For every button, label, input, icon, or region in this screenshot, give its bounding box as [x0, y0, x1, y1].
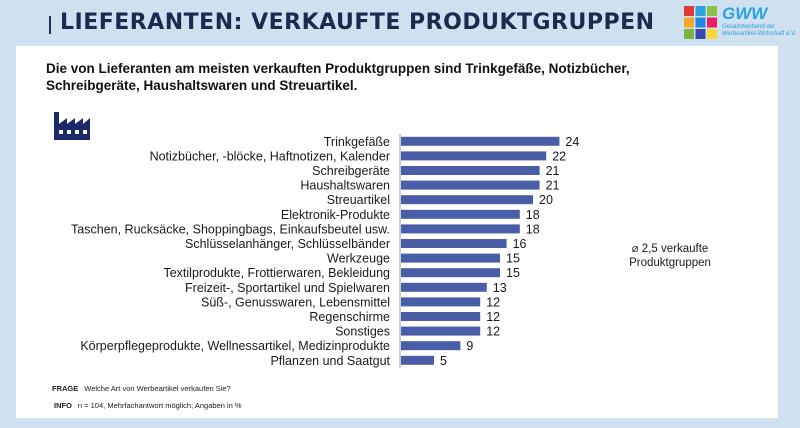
- footer-frage: FRAGE Welche Art von Werbeartikel verkauf…: [52, 384, 231, 393]
- bar: [401, 151, 547, 161]
- value-label: 21: [546, 164, 560, 178]
- value-label: 22: [552, 149, 566, 163]
- value-label: 12: [486, 325, 500, 339]
- logo-cell: [707, 6, 717, 16]
- category-label: Textilprodukte, Frottierwaren, Bekleidun…: [163, 266, 390, 280]
- value-label: 21: [546, 179, 560, 193]
- title-accent-bar: [49, 16, 51, 34]
- page-title: LIEFERANTEN: VERKAUFTE PRODUKTGRUPPEN: [60, 10, 655, 35]
- bar: [401, 239, 507, 248]
- category-label: Taschen, Rucksäcke, Shoppingbags, Einkau…: [71, 222, 390, 236]
- bar: [401, 180, 540, 190]
- value-label: 24: [565, 135, 579, 149]
- logo-cell: [695, 17, 706, 28]
- bar: [401, 312, 481, 321]
- bar: [401, 195, 533, 205]
- value-label: 20: [539, 193, 553, 207]
- value-label: 12: [486, 295, 500, 309]
- bar: [401, 282, 487, 292]
- bar: [401, 166, 540, 175]
- category-label: Schreibgeräte: [312, 164, 390, 178]
- category-label: Schlüsselanhänger, Schlüsselbänder: [185, 237, 390, 251]
- logo-cell: [684, 6, 694, 16]
- logo-cell: [707, 29, 717, 39]
- logo-cell: [695, 29, 706, 39]
- factory-icon: [54, 112, 90, 140]
- gww-logo: GWW Gesamtverband der Werbeartikel-Wirts…: [684, 4, 796, 44]
- value-label: 5: [440, 354, 447, 368]
- category-label: Freizeit-, Sportartikel und Spielwaren: [185, 281, 390, 295]
- bar: [401, 341, 461, 351]
- value-label: 9: [466, 339, 473, 353]
- value-label: 15: [506, 266, 520, 280]
- bar: [401, 268, 500, 278]
- bar: [401, 253, 500, 263]
- logo-cell: [707, 17, 717, 28]
- frage-label: FRAGE: [52, 384, 79, 393]
- average-note-line2: Produktgruppen: [629, 257, 711, 269]
- category-label: Haushaltswaren: [300, 179, 390, 193]
- value-label: 12: [486, 310, 500, 324]
- logo-cell: [684, 17, 694, 28]
- category-label: Sonstiges: [335, 325, 390, 339]
- category-label: Werkzeuge: [327, 252, 390, 266]
- logo-grid-icon: [684, 6, 717, 39]
- average-note-line1: ⌀ 2,5 verkaufte: [631, 243, 709, 255]
- bar: [401, 136, 560, 146]
- bar: [401, 209, 520, 219]
- footer-info: INFO n = 104, Mehrfachantwort möglich; An…: [54, 401, 242, 410]
- info-text: n = 104, Mehrfachantwort möglich; Angabe…: [77, 401, 242, 410]
- value-label: 18: [526, 222, 540, 236]
- value-label: 15: [506, 252, 520, 266]
- category-label: Regenschirme: [309, 310, 390, 324]
- logo-cell: [695, 6, 706, 16]
- category-label: Streuartikel: [327, 193, 390, 207]
- logo-subtitle: Gesamtverband der Werbeartikel-Wirtschaf…: [722, 24, 797, 37]
- category-label: Notizbücher, -blöcke, Haftnotizen, Kalen…: [150, 149, 390, 163]
- logo-name: GWW: [722, 4, 768, 23]
- average-note: ⌀ 2,5 verkaufte Produktgruppen: [612, 242, 728, 270]
- logo-cell: [684, 29, 694, 39]
- category-label: Trinkgefäße: [324, 135, 390, 149]
- info-label: INFO: [54, 401, 72, 410]
- bar: [401, 297, 481, 307]
- value-label: 16: [513, 237, 527, 251]
- bar: [401, 355, 434, 365]
- header: LIEFERANTEN: VERKAUFTE PRODUKTGRUPPEN GW…: [0, 0, 800, 46]
- bar: [401, 326, 481, 336]
- value-label: 18: [526, 208, 540, 222]
- frage-text: Welche Art von Werbeartikel verkaufen Si…: [84, 384, 231, 393]
- value-label: 13: [493, 281, 507, 295]
- category-label: Pflanzen und Saatgut: [270, 354, 390, 368]
- chart-subtitle: Die von Lieferanten am meisten verkaufte…: [46, 61, 630, 93]
- category-label: Körperpflegeprodukte, Wellnessartikel, M…: [80, 339, 390, 353]
- bar: [401, 224, 520, 234]
- category-label: Süß-, Genusswaren, Lebensmittel: [201, 295, 390, 309]
- category-label: Elektronik-Produkte: [281, 208, 390, 222]
- content-card: [16, 46, 778, 418]
